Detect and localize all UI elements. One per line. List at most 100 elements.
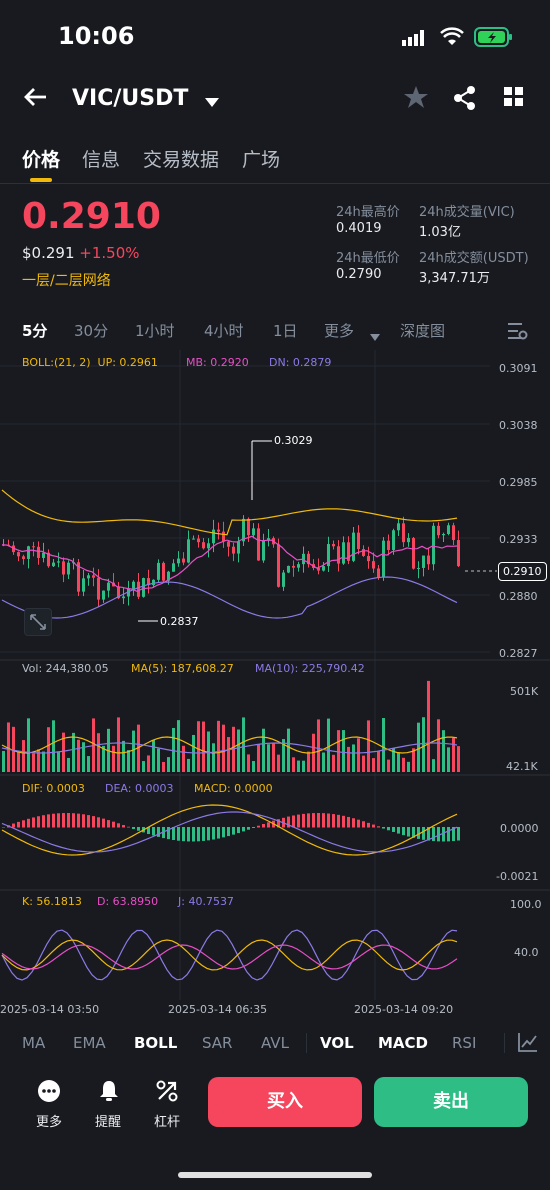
volume-bar-1 xyxy=(7,722,10,772)
tab-square[interactable]: 广场 xyxy=(242,149,281,171)
volume-bar-23 xyxy=(117,717,120,772)
wifi-icon xyxy=(440,27,464,51)
volume-bar-8 xyxy=(42,751,45,772)
candle-body-2 xyxy=(12,545,15,553)
ind-boll[interactable]: BOLL xyxy=(134,1034,178,1052)
volume-bar-91 xyxy=(457,746,460,772)
volume-bar-47 xyxy=(237,729,240,772)
caret-down-icon[interactable] xyxy=(370,326,380,345)
macd-bar-37 xyxy=(187,827,190,842)
volume-bar-36 xyxy=(182,745,185,772)
leverage-label[interactable]: 杠杆 xyxy=(154,1115,181,1130)
leverage-icon[interactable] xyxy=(156,1080,178,1106)
macd-bar-70 xyxy=(352,818,355,828)
tf-4h[interactable]: 4小时 xyxy=(204,322,244,340)
tf-1d[interactable]: 1日 xyxy=(273,322,298,340)
candle-body-23 xyxy=(117,586,120,599)
volume-bar-58 xyxy=(292,757,295,772)
kdj-d-line xyxy=(1,944,458,970)
tf-5m[interactable]: 5分 xyxy=(22,322,48,340)
macd-bar-47 xyxy=(237,827,240,834)
macd-bar-42 xyxy=(212,827,215,840)
more-icon[interactable] xyxy=(38,1080,60,1106)
grid-icon[interactable] xyxy=(504,87,524,111)
tf-1h[interactable]: 1小时 xyxy=(135,322,175,340)
price-axis-3: 0.2933 xyxy=(499,533,538,546)
alert-label[interactable]: 提醒 xyxy=(95,1115,122,1130)
macd-bar-41 xyxy=(207,827,210,841)
volume-bar-83 xyxy=(417,722,420,772)
tf-depth[interactable]: 深度图 xyxy=(400,322,446,340)
candle-body-44 xyxy=(222,531,225,542)
tf-more[interactable]: 更多 xyxy=(324,322,355,340)
tab-trading-data[interactable]: 交易数据 xyxy=(143,149,220,171)
macd-bar-22 xyxy=(112,821,115,828)
more-label[interactable]: 更多 xyxy=(36,1115,63,1130)
macd-bar-57 xyxy=(287,816,290,828)
volume-bar-26 xyxy=(132,730,135,772)
battery-icon xyxy=(474,26,514,52)
volume-bar-3 xyxy=(17,751,20,772)
volume-bar-10 xyxy=(52,720,55,772)
star-icon[interactable] xyxy=(404,86,428,112)
macd-bar-10 xyxy=(52,813,55,828)
candle-body-17 xyxy=(87,575,90,579)
macd-bar-19 xyxy=(97,817,100,828)
pair-title[interactable]: VIC/USDT xyxy=(72,86,189,111)
candle-body-65 xyxy=(327,544,330,567)
candle-body-34 xyxy=(172,563,175,572)
macd-bar-16 xyxy=(82,814,85,828)
macd-bar-90 xyxy=(452,827,455,842)
macd-bar-9 xyxy=(47,814,50,828)
volume-bar-68 xyxy=(342,730,345,772)
ind-vol[interactable]: VOL xyxy=(320,1034,354,1052)
candle-body-5 xyxy=(27,546,30,559)
kdj-j-line xyxy=(1,929,458,981)
volume-bar-19 xyxy=(97,733,100,772)
macd-bar-81 xyxy=(407,827,410,837)
candle-body-25 xyxy=(127,588,130,597)
amount-value: 3,347.71万 xyxy=(419,271,490,286)
volume-bar-12 xyxy=(62,732,65,772)
candle-body-10 xyxy=(52,562,55,567)
back-arrow-icon[interactable] xyxy=(22,86,48,112)
tab-info[interactable]: 信息 xyxy=(82,149,121,171)
expand-icon[interactable] xyxy=(24,608,52,636)
share-icon[interactable] xyxy=(454,86,476,114)
tab-price[interactable]: 价格 xyxy=(22,149,61,171)
network-tag[interactable]: 一层/二层网络 xyxy=(22,273,111,289)
candle-body-91 xyxy=(457,540,460,567)
tf-30m[interactable]: 30分 xyxy=(74,322,109,340)
macd-bar-82 xyxy=(412,827,415,838)
macd-bar-24 xyxy=(122,825,125,828)
low-label: 24h最低价 xyxy=(336,251,400,266)
chart-settings-icon[interactable] xyxy=(508,322,528,344)
caret-down-icon[interactable] xyxy=(205,93,219,112)
ind-ma[interactable]: MA xyxy=(22,1034,46,1052)
buy-button[interactable]: 买入 xyxy=(208,1077,362,1127)
volume-bar-82 xyxy=(412,748,415,772)
ind-rsi[interactable]: RSI xyxy=(452,1034,477,1052)
macd-bar-46 xyxy=(232,827,235,835)
candle-body-15 xyxy=(77,562,80,592)
candle-body-21 xyxy=(107,582,110,591)
candle-body-79 xyxy=(397,523,400,531)
vol-ma5: MA(5): 187,608.27 xyxy=(131,662,234,675)
candle-body-50 xyxy=(252,528,255,536)
indicator-chart-icon[interactable] xyxy=(518,1032,538,1056)
macd-bar-53 xyxy=(267,822,270,828)
macd-bar-36 xyxy=(182,827,185,842)
volume-bar-77 xyxy=(387,759,390,772)
macd-bar-15 xyxy=(77,813,80,828)
ind-avl[interactable]: AVL xyxy=(261,1034,289,1052)
ind-ema[interactable]: EMA xyxy=(73,1034,106,1052)
ind-macd[interactable]: MACD xyxy=(378,1034,428,1052)
candle-body-38 xyxy=(192,538,195,540)
macd-bar-59 xyxy=(297,814,300,828)
bell-icon[interactable] xyxy=(98,1080,120,1106)
sell-button[interactable]: 卖出 xyxy=(374,1077,528,1127)
volume-bar-9 xyxy=(47,727,50,772)
macd-bar-78 xyxy=(392,827,395,832)
ind-sar[interactable]: SAR xyxy=(202,1034,233,1052)
kline-chart[interactable] xyxy=(0,348,550,1020)
